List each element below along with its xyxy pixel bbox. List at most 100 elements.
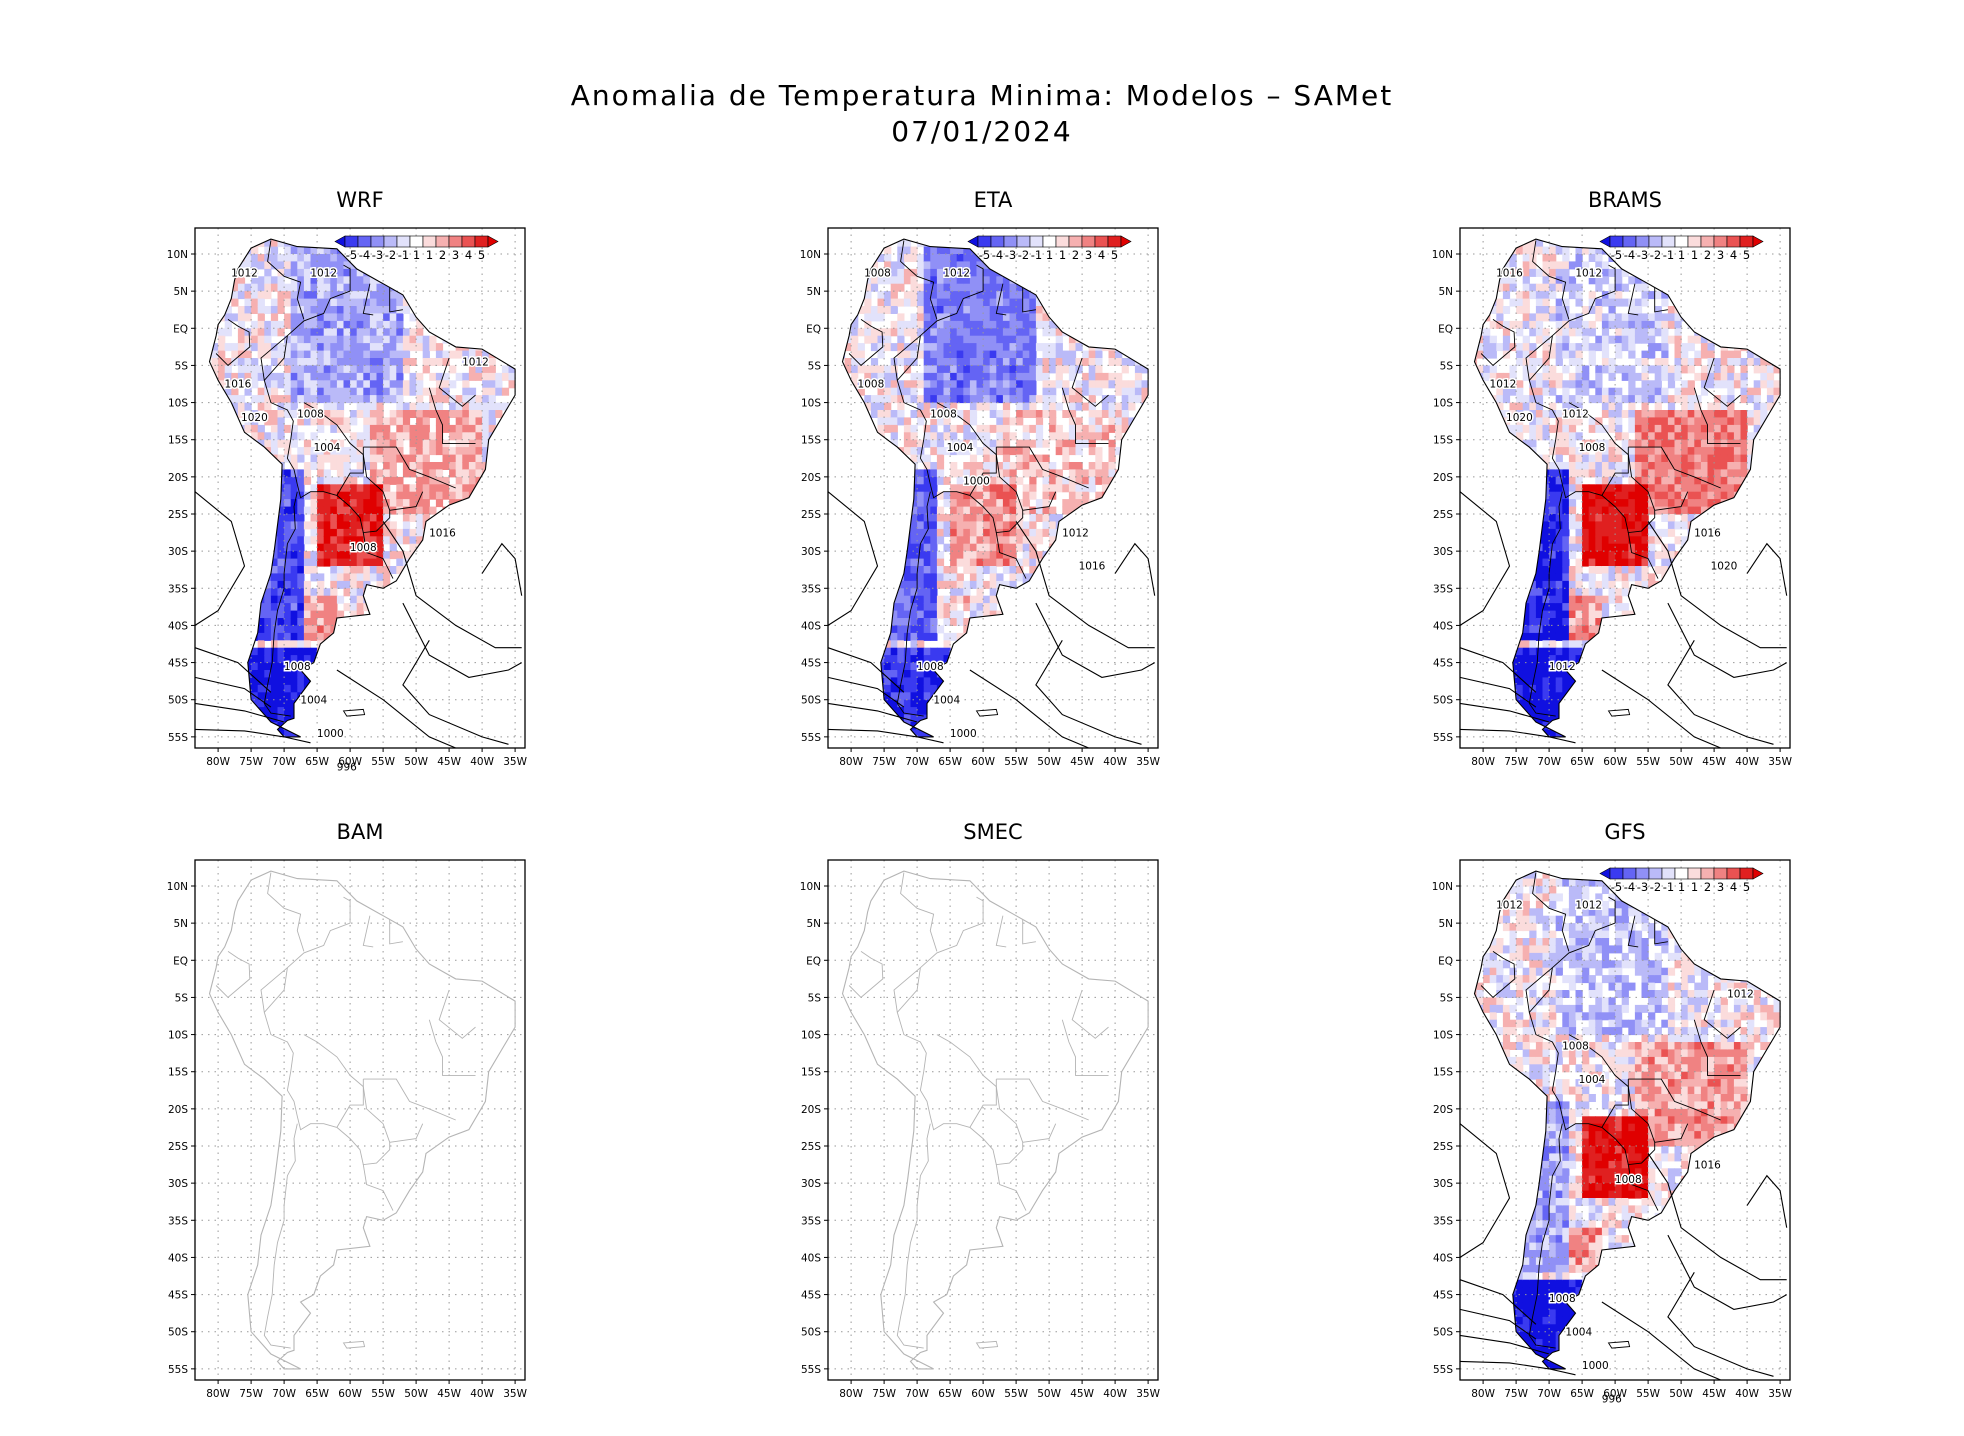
colorbar-label: 5 [478, 248, 485, 262]
lon-tick-label: 45W [437, 1388, 461, 1400]
lon-tick-label: 55W [1636, 1388, 1660, 1400]
colorbar-label: 2 [1704, 248, 1711, 262]
lon-tick-label: 50W [404, 1388, 428, 1400]
colorbar-label: 1 [413, 248, 420, 262]
lat-tick-label: 35S [801, 583, 821, 595]
map-frame [827, 859, 1159, 1381]
isobar-label: 1000 [963, 475, 990, 487]
isobar-label: 1016 [1694, 527, 1721, 539]
colorbar-swatch [1622, 235, 1637, 248]
axis-labels: 10N 5N EQ 5S 10S 15S 20S 25S 30S 35S 40S 45S 50S 55S 8… [1432, 881, 1793, 1400]
lat-tick-label: 5N [1438, 286, 1453, 298]
lat-tick-label: 25S [1433, 509, 1453, 521]
colorbar-swatch [1674, 235, 1689, 248]
lat-tick-label: 10S [168, 1030, 188, 1042]
colorbar-swatch [1107, 235, 1122, 248]
country-borders [848, 872, 1109, 1349]
colorbar-swatch [1003, 235, 1018, 248]
coastline [1473, 870, 1781, 1370]
lat-tick-label: 10S [801, 398, 821, 410]
map-bam: 10N 5N EQ 5S 10S 15S 20S 25S 30S 35S 40S 45S 50S 55S 8… [167, 859, 528, 1400]
lat-tick-label: 35S [168, 583, 188, 595]
colorbar-swatch [1648, 235, 1663, 248]
lon-tick-label: 70W [905, 1388, 929, 1400]
lat-tick-label: 5S [808, 992, 822, 1004]
colorbar-swatch [344, 235, 359, 248]
colorbar-label: 4 [465, 248, 472, 262]
lon-tick-label: 75W [239, 756, 263, 768]
lat-tick-label: EQ [806, 955, 821, 967]
colorbar-swatch [1726, 867, 1741, 880]
isobar-label: 1004 [1565, 1326, 1592, 1338]
lat-tick-label: 45S [1433, 1290, 1453, 1302]
lon-tick-label: 55W [371, 1388, 395, 1400]
colorbar-label: -4 [1624, 248, 1635, 262]
colorbar-label: -5 [1611, 248, 1622, 262]
colorbar-swatch [1687, 867, 1702, 880]
isobar-label: 1012 [1575, 899, 1602, 911]
isobar-label: 1016 [1079, 561, 1106, 573]
colorbar-swatch [1700, 867, 1715, 880]
lat-tick-label: 35S [1433, 1215, 1453, 1227]
colorbar-swatch [1687, 235, 1702, 248]
colorbar-swatch [1042, 235, 1057, 248]
gridlines [828, 228, 1158, 748]
colorbar-swatch [1739, 867, 1754, 880]
lat-tick-label: 15S [168, 1067, 188, 1079]
lat-tick-label: 35S [801, 1215, 821, 1227]
lon-tick-label: 55W [1004, 756, 1028, 768]
isobar-label: 1012 [462, 356, 489, 368]
colorbar-label: 2 [439, 248, 446, 262]
lon-tick-label: 60W [971, 1388, 995, 1400]
axis-labels: 10N 5N EQ 5S 10S 15S 20S 25S 30S 35S 40S 45S 50S 55S 8… [1432, 249, 1793, 768]
colorbar-label: -2 [385, 248, 396, 262]
colorbar-swatch [1068, 235, 1083, 248]
lon-tick-label: 60W [338, 756, 362, 768]
lon-tick-label: 75W [1504, 1388, 1528, 1400]
isobars [194, 491, 523, 749]
gridlines [828, 860, 1158, 1380]
lat-tick-label: 50S [801, 695, 821, 707]
lon-tick-label: 35W [1768, 756, 1792, 768]
lat-tick-label: 25S [801, 1141, 821, 1153]
colorbar-label: -3 [372, 248, 383, 262]
map-frame [194, 859, 526, 1381]
lon-tick-label: 60W [1603, 756, 1627, 768]
lon-tick-label: 70W [905, 756, 929, 768]
map-frame [194, 227, 526, 749]
map-wrf: 1012 1012 1016 1012 1020 1008 1004 1008 1016 1008… [167, 227, 528, 775]
colorbar-label: 4 [1730, 880, 1737, 894]
isobar-label: 1016 [429, 527, 456, 539]
isobar-label: 1008 [1549, 1293, 1576, 1305]
lat-tick-label: 10N [167, 881, 188, 893]
lat-tick-label: 10N [800, 881, 821, 893]
lat-tick-label: 35S [168, 1215, 188, 1227]
colorbar-label: 1 [1691, 248, 1698, 262]
lat-tick-label: 5S [175, 992, 189, 1004]
colorbar: -5 -4 -3 -2 -1 1 1 2 3 4 5 [1599, 235, 1764, 262]
isobar-labels: 1016 1012 1012 1020 1012 1008 1016 1020 1012 [1488, 266, 1739, 675]
figure-title: Anomalia de Temperatura Minima: Modelos … [0, 78, 1964, 150]
isobar-label: 1004 [314, 442, 341, 454]
colorbar-swatch [1713, 235, 1728, 248]
figure-title-date: 07/01/2024 [891, 115, 1073, 148]
lat-tick-label: 55S [801, 1364, 821, 1376]
colorbar-label: -2 [1650, 248, 1661, 262]
colorbar-label: 5 [1111, 248, 1118, 262]
lat-tick-label: EQ [1438, 323, 1453, 335]
lon-tick-label: 60W [971, 756, 995, 768]
panel-title: BAM [336, 820, 384, 844]
colorbar-label: -5 [979, 248, 990, 262]
lat-tick-label: 45S [801, 1290, 821, 1302]
isobar-label: 1008 [864, 267, 891, 279]
lat-tick-label: 5S [1440, 992, 1454, 1004]
lon-tick-label: 35W [503, 1388, 527, 1400]
lat-tick-label: 25S [801, 509, 821, 521]
colorbar-label: -4 [1624, 880, 1635, 894]
lat-tick-label: EQ [173, 323, 188, 335]
lon-tick-label: 75W [872, 1388, 896, 1400]
colorbar-label: -4 [992, 248, 1003, 262]
isobar-label: 1008 [297, 408, 324, 420]
lon-tick-label: 70W [272, 1388, 296, 1400]
lon-tick-label: 45W [1070, 756, 1094, 768]
